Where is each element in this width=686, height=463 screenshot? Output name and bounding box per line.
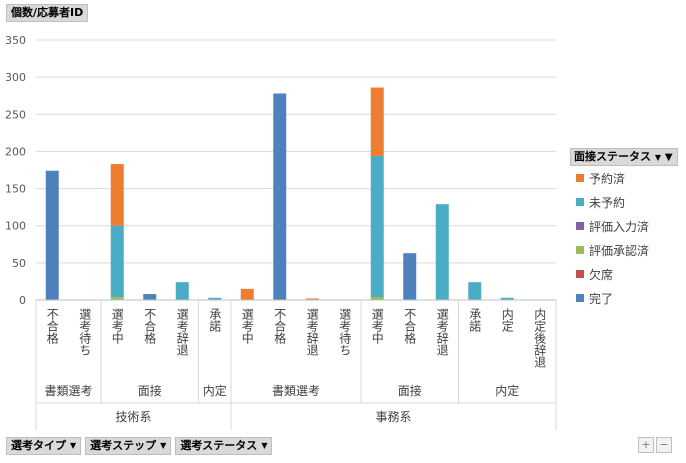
legend-filter-button[interactable]: 面接ステータス ▼ ▼: [570, 148, 678, 166]
legend-title: 面接ステータス: [574, 150, 651, 163]
dropdown-arrow-icon: ▼: [261, 441, 268, 450]
field-button-step[interactable]: 選考ステップ ▼: [85, 437, 172, 455]
x-tick-label: 内定: [500, 308, 514, 333]
legend-swatch: [576, 246, 584, 254]
x-tick-label: 選考中: [110, 308, 124, 344]
step-group-label: 書類選考: [44, 384, 92, 398]
y-tick-label: 350: [5, 34, 26, 47]
bar-segment: [370, 87, 384, 156]
legend-label: 評価入力済: [589, 219, 650, 234]
bar-segment: [305, 298, 319, 300]
bar-segment: [370, 297, 384, 300]
bar-segment: [143, 294, 157, 300]
bar-segment: [110, 164, 124, 226]
y-tick-label: 100: [5, 220, 26, 233]
legend-item: 未予約: [570, 190, 678, 214]
legend: 面接ステータス ▼ ▼ 予約済未予約評価入力済評価承認済欠席完了: [570, 148, 678, 310]
legend-item: 欠席: [570, 262, 678, 286]
bar-segment: [110, 225, 124, 298]
bar-segment: [370, 155, 384, 298]
value-field-button[interactable]: 個数/応募者ID: [6, 4, 89, 22]
legend-label: 欠席: [589, 267, 614, 282]
x-tick-label: 承諾: [208, 308, 222, 332]
y-tick-label: 200: [5, 145, 26, 158]
field-button-status[interactable]: 選考ステータス ▼: [175, 437, 273, 455]
y-tick-label: 300: [5, 71, 26, 84]
dropdown-arrow-icon: ▼: [70, 441, 77, 450]
x-tick-label: 選考待ち: [78, 308, 92, 356]
dropdown-arrow-icon: ▼: [160, 441, 167, 450]
legend-swatch: [576, 294, 584, 302]
bar-segment: [240, 288, 254, 300]
step-group-label: 内定: [203, 383, 227, 398]
legend-item: 予約済: [570, 166, 678, 190]
bar-segment: [403, 253, 417, 300]
legend-label: 未予約: [589, 195, 626, 210]
legend-swatch: [576, 222, 584, 230]
bar-segment: [45, 170, 59, 300]
y-tick-label: 250: [5, 108, 26, 121]
step-group-label: 面接: [398, 383, 422, 398]
x-tick-label: 選考中: [240, 308, 254, 344]
x-tick-label: 内定後辞退: [533, 308, 547, 368]
x-tick-label: 承諾: [468, 308, 482, 332]
legend-item: 完了: [570, 286, 678, 310]
type-group-label: 技術系: [115, 410, 151, 424]
step-group-label: 書類選考: [272, 384, 320, 398]
x-tick-label: 選考中: [370, 308, 384, 344]
bar-segment: [500, 297, 514, 300]
legend-swatch: [576, 198, 584, 206]
y-tick-label: 50: [12, 257, 26, 270]
x-tick-label: 不合格: [273, 308, 287, 344]
bar-segment: [110, 297, 124, 300]
legend-swatch: [576, 174, 584, 182]
field-button-type[interactable]: 選考タイプ ▼: [6, 437, 82, 455]
bar-segment: [208, 297, 222, 300]
y-tick-label: 150: [5, 183, 26, 196]
y-tick-label: 0: [19, 294, 26, 307]
step-group-label: 面接: [138, 383, 162, 398]
dropdown-arrow-icon: ▼: [654, 153, 661, 162]
legend-item: 評価入力済: [570, 214, 678, 238]
legend-swatch: [576, 270, 584, 278]
step-group-label: 内定: [495, 383, 519, 398]
x-tick-label: 選考辞退: [175, 308, 189, 356]
x-tick-label: 選考辞退: [305, 308, 319, 356]
x-tick-label: 不合格: [45, 308, 59, 344]
bar-segment: [273, 93, 287, 300]
x-tick-label: 選考辞退: [435, 308, 449, 356]
x-tick-label: 選考待ち: [338, 308, 352, 356]
bar-segment: [468, 282, 482, 300]
bar-segment: [175, 282, 189, 300]
bar-segment: [435, 204, 449, 300]
zoom-in-button[interactable]: +: [638, 437, 654, 453]
filter-icon: ▼: [664, 152, 673, 163]
legend-label: 予約済: [589, 171, 626, 186]
x-tick-label: 不合格: [143, 308, 157, 344]
zoom-out-button[interactable]: −: [656, 437, 672, 453]
type-group-label: 事務系: [375, 410, 411, 424]
legend-label: 完了: [589, 291, 614, 306]
legend-item: 評価承認済: [570, 238, 678, 262]
legend-label: 評価承認済: [589, 243, 650, 258]
axis-field-bar: 選考タイプ ▼ 選考ステップ ▼ 選考ステータス ▼: [6, 437, 273, 455]
x-tick-label: 不合格: [403, 308, 417, 344]
